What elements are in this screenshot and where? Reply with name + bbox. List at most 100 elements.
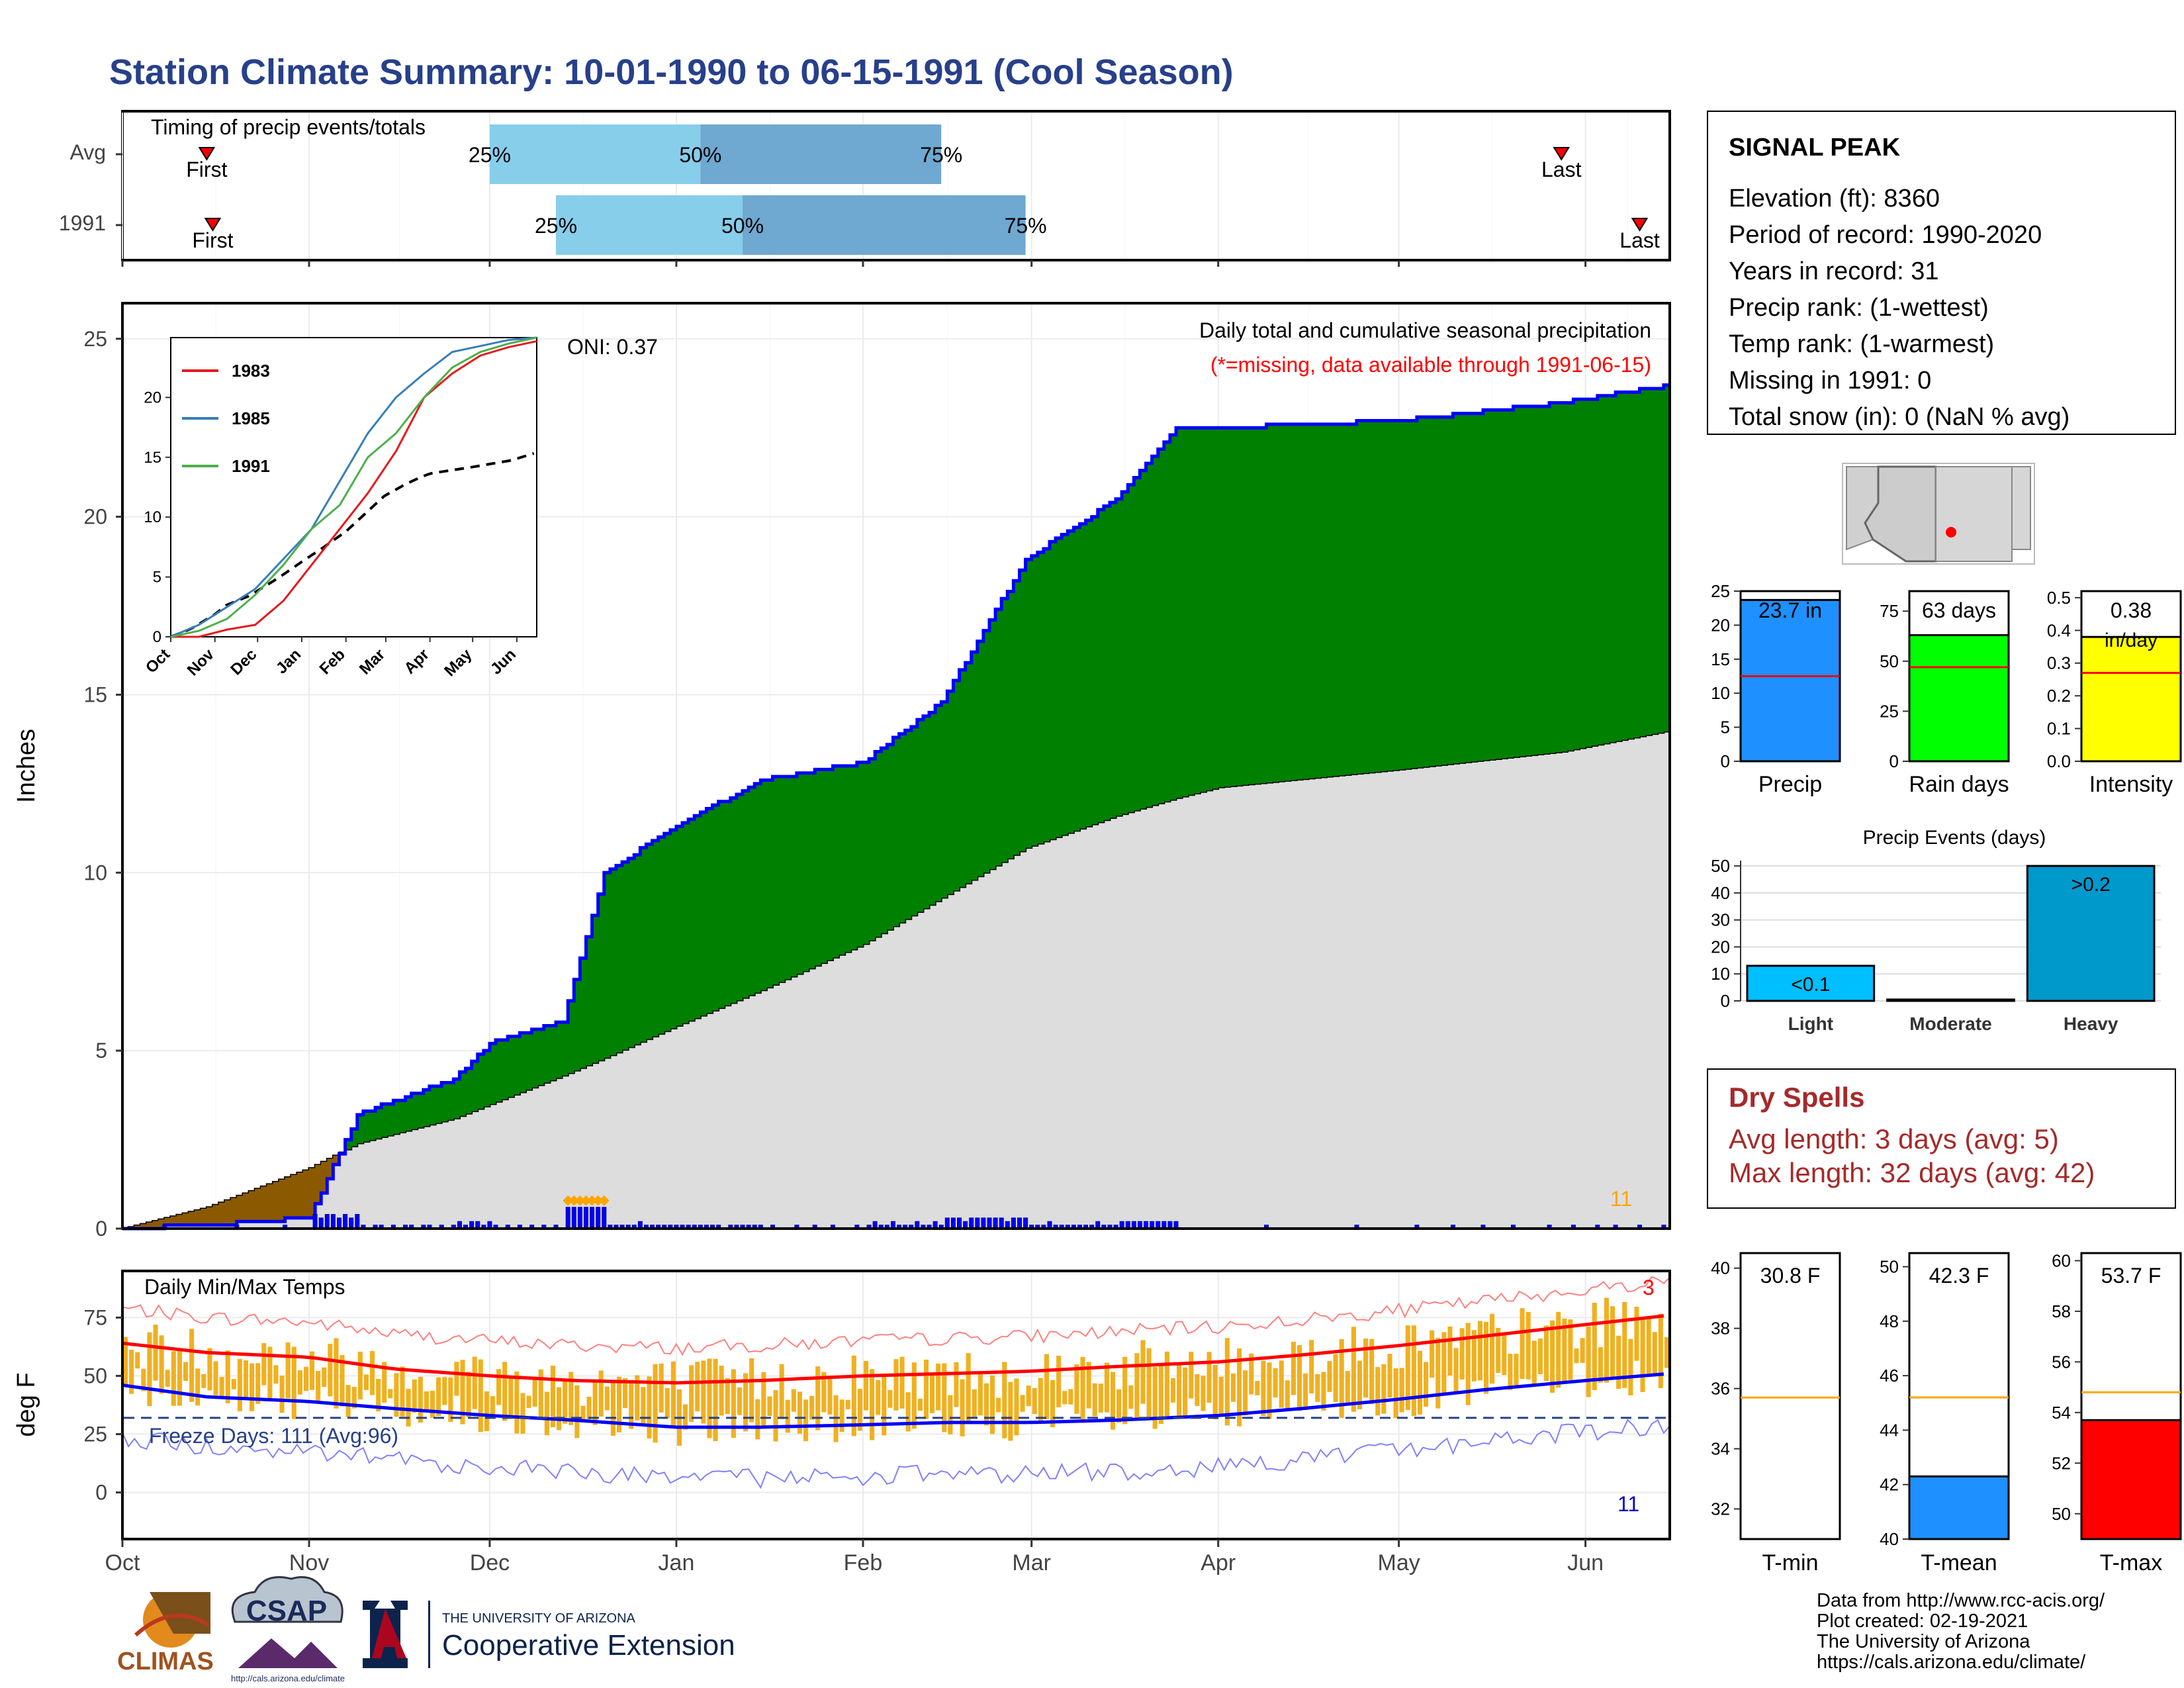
daily-temp-bar [436,1377,441,1417]
daily-temp-bar [1104,1362,1109,1413]
daily-temp-bar [1514,1354,1519,1386]
daily-temp-bar [454,1362,459,1396]
events-category-label: Heavy [2064,1013,2118,1034]
temp-bar-y-tick-label: 60 [2052,1250,2071,1270]
daily-temp-bar [557,1387,562,1430]
daily-temp-bar [502,1362,508,1421]
daily-temp-bar [1002,1362,1007,1438]
footer-line: Plot created: 02-19-2021 [1817,1611,2028,1632]
footer-line: The University of Arizona [1817,1631,2030,1652]
daily-temp-bar [1556,1311,1561,1388]
daily-temp-bar [1092,1383,1097,1417]
daily-temp-bar [580,1405,586,1423]
month-tick-label: Apr [1201,1550,1236,1575]
daily-temp-bar [1297,1345,1302,1411]
daily-temp-bar [1646,1319,1651,1375]
daily-temp-bar [1634,1307,1639,1361]
temp-bar-value [1908,1475,2010,1540]
map-region-newmexico [1935,466,2013,562]
timing-band-25-50 [489,124,701,184]
daily-temp-bar [382,1362,387,1403]
events-bar [1886,998,2015,1002]
daily-temp-bar [1177,1362,1182,1417]
freeze-days: Freeze Days: 111 (Avg:96) [149,1424,398,1448]
daily-temp-bar [165,1370,170,1387]
daily-precip-bar [1017,1217,1022,1229]
daily-temp-bar [1441,1332,1447,1394]
daily-temp-bar [1508,1354,1513,1390]
daily-temp-bar [1453,1348,1459,1395]
daily-temp-bar [1303,1373,1308,1411]
daily-precip-bar [355,1213,360,1229]
daily-temp-bar [569,1372,574,1425]
heavy-event-marker [592,1195,604,1206]
heavy-event-marker [586,1195,598,1206]
daily-temp-bar [1502,1332,1507,1376]
temp-bar-y-tick-label: 46 [1880,1366,1899,1385]
daily-temp-bar [857,1389,862,1431]
mini-bar-unit-label: in/day [2105,630,2158,651]
daily-temp-bar [1381,1364,1387,1414]
daily-temp-bar [851,1355,856,1436]
precip-y-axis: 0 5 10 15 20 25 [83,327,122,1241]
daily-temp-bar [147,1332,152,1407]
daily-temp-bar [255,1363,261,1404]
heavy-event-marker [580,1195,592,1206]
precip-y-tick-label: 15 [83,682,107,706]
station-line: Years in record: 31 [1729,258,1939,285]
dry-spells-max: Max length: 32 days (avg: 42) [1729,1157,2095,1188]
daily-precip-bar [950,1217,956,1229]
daily-temp-bar [930,1373,935,1413]
footer-line: https://cals.arizona.edu/climate/ [1817,1652,2086,1673]
daily-temp-bar [1628,1338,1633,1395]
timing-pct-label: 75% [920,143,962,167]
precip-y-tick-label: 25 [83,327,107,351]
daily-temp-bar [821,1372,827,1413]
daily-precip-bar [583,1207,588,1229]
daily-precip-bar [571,1207,576,1229]
temp-panel: 0 25 50 75 deg F Daily Min/Max Temps Freeze… [13,1270,1671,1575]
daily-temp-bar [448,1377,453,1422]
daily-temp-bar [923,1359,929,1419]
daily-temp-bar [1032,1387,1037,1415]
daily-temp-bar [1447,1326,1453,1376]
inset-legend-label: 1983 [232,361,270,381]
daily-temp-bar [1345,1371,1350,1403]
record-low-line [122,1419,1670,1489]
daily-temp-bar [1315,1374,1320,1402]
daily-temp-bar [563,1381,568,1424]
month-tick-label: Jun [1567,1550,1604,1575]
temp-panel-label: Daily Min/Max Temps [144,1275,345,1299]
daily-temp-bar [1279,1360,1284,1408]
temperature-bar-charts: 30.8 F 32 34 36 38 40 T-min 42.3 F 40 42 44 46 48 50 T… [1711,1250,2182,1575]
events-title: Precip Events (days) [1863,827,2046,849]
daily-temp-bar [406,1389,411,1427]
daily-temp-bar [1339,1339,1344,1418]
daily-temp-bar [1267,1362,1272,1419]
month-tick-label: Feb [844,1550,883,1575]
daily-temp-bar [496,1369,502,1405]
daily-temp-bar [544,1391,549,1436]
daily-temp-bar [1140,1340,1146,1404]
inset-legend-label: 1991 [232,456,270,476]
daily-temp-bar [526,1395,531,1409]
daily-temp-bar [1080,1356,1085,1423]
daily-temp-bar [153,1325,158,1381]
daily-temp-bar [1261,1360,1266,1417]
mini-bar-y-tick-label: 0.1 [2047,719,2071,739]
inset-y-tick-label: 15 [144,449,161,467]
daily-temp-bar [719,1366,724,1416]
daily-temp-bar [189,1329,195,1402]
daily-precip-bar [596,1207,601,1229]
daily-temp-bar [183,1362,189,1382]
mini-bar-value [2080,635,2182,763]
daily-precip-bar [312,1213,318,1229]
daily-temp-bar [1074,1364,1079,1414]
temp-y-label: deg F [13,1372,40,1436]
climas-logo-swoosh [134,1613,210,1637]
events-y-tick-label: 0 [1721,991,1730,1011]
month-tick-label: Jan [659,1550,695,1575]
daily-temp-bar [357,1351,363,1400]
